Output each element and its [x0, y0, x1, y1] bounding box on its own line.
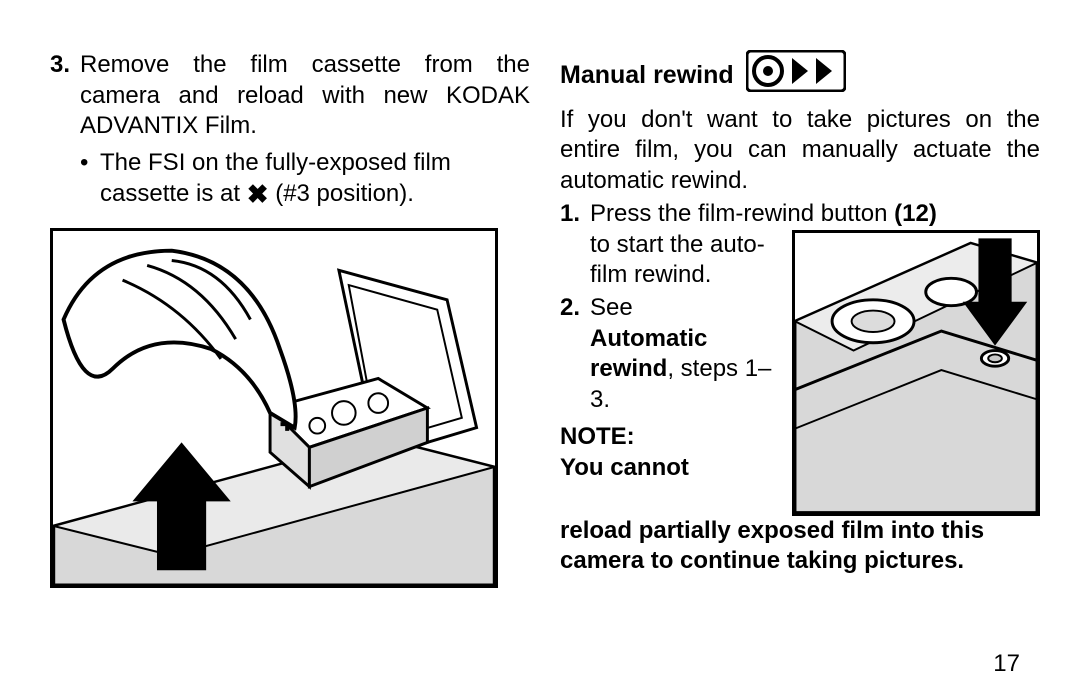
bullet-text-b: (#3 position).	[269, 180, 414, 207]
step-1: 1. Press the film-rewind button (12)	[560, 199, 1040, 230]
manual-page: 3. Remove the film cassette from the cam…	[0, 0, 1080, 694]
step2-text-a: See	[590, 294, 633, 321]
note-line1: You cannot	[560, 453, 778, 484]
rewind-button-illustration-icon	[795, 233, 1037, 513]
note-rest: reload partially exposed film into this …	[560, 516, 1040, 577]
step-2-text: See Automatic rewind, steps 1–3.	[590, 293, 778, 416]
step-number: 1.	[560, 199, 590, 230]
bullet-text: The FSI on the fully-exposed film casset…	[100, 148, 530, 209]
intro-text: If you don't want to take pictures on th…	[560, 105, 1040, 197]
step-wrap: to start the auto-film rewind. 2. See Au…	[560, 230, 1040, 516]
step1-ref: (12)	[894, 200, 937, 227]
step-text-col: to start the auto-film rewind. 2. See Au…	[560, 230, 778, 484]
bullet-dot: •	[80, 148, 100, 209]
step-number: 3.	[50, 50, 80, 142]
figure-remove-cassette: ✚	[50, 228, 498, 588]
step-number: 2.	[560, 293, 590, 416]
step-3: 3. Remove the film cassette from the cam…	[50, 50, 530, 142]
step1-text-a: Press the film-rewind button	[590, 200, 894, 227]
figure2-wrap	[792, 230, 1040, 516]
step-1-text: Press the film-rewind button (12)	[590, 199, 1040, 230]
x-mark-icon: ✖	[247, 184, 269, 204]
step-3-bullet: • The FSI on the fully-exposed film cass…	[80, 148, 530, 209]
step-2: 2. See Automatic rewind, steps 1–3.	[560, 293, 778, 416]
left-column: 3. Remove the film cassette from the cam…	[50, 50, 530, 674]
right-column: Manual rewind If you don't want to take …	[560, 50, 1040, 674]
cassette-illustration-icon: ✚	[53, 231, 495, 585]
note-label: NOTE:	[560, 422, 778, 453]
note-block: NOTE: You cannot	[560, 422, 778, 483]
section-heading: Manual rewind	[560, 59, 734, 91]
step-3-text: Remove the film cassette from the camera…	[80, 50, 530, 142]
heading-row: Manual rewind	[560, 50, 1040, 101]
page-number: 17	[993, 650, 1020, 678]
figure-rewind-button	[792, 230, 1040, 516]
step1-sub: to start the auto-film rewind.	[590, 230, 778, 291]
manual-rewind-icon	[746, 50, 846, 101]
